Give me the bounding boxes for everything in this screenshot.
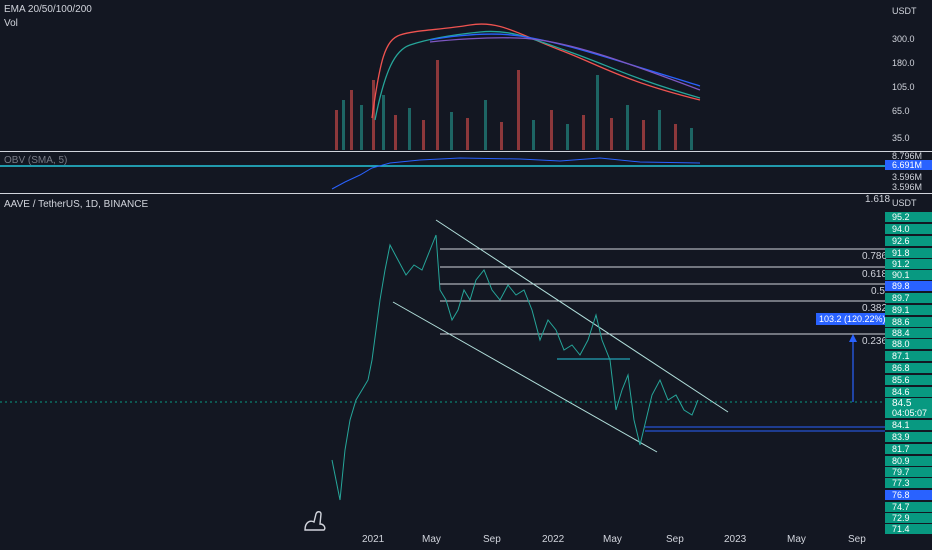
main-axis-tick: 77.3 (885, 478, 932, 488)
main-axis-tick: 88.4 (885, 328, 932, 338)
main-axis-tick: 83.9 (885, 432, 932, 442)
time-label: May (603, 534, 622, 545)
main-axis-tick: 91.8 (885, 248, 932, 258)
obv-axis-tick: 3.596M (892, 172, 923, 182)
main-axis-currency: USDT (892, 198, 917, 208)
top-axis-tick: 65.0 (892, 106, 910, 116)
time-label: May (422, 534, 441, 545)
top-axis-tick: 105.0 (892, 82, 915, 92)
top-axis-currency: USDT (892, 6, 917, 16)
time-label: Sep (483, 534, 501, 545)
countdown-badge: 04:05:07 (885, 408, 932, 418)
symbol-legend[interactable]: AAVE / TetherUS, 1D, BINANCE (4, 199, 149, 210)
time-label: 2022 (542, 534, 565, 545)
main-axis-tick: 89.7 (885, 293, 932, 303)
obv-axis-tick: 3.596M (892, 182, 923, 192)
tradingview-logo (304, 511, 326, 531)
main-axis-tick-highlight: 89.8 (885, 281, 932, 291)
time-label: 2023 (724, 534, 747, 545)
main-axis-tick: 90.1 (885, 270, 932, 280)
main-axis-tick: 88.6 (885, 317, 932, 327)
volume-bars (335, 60, 693, 150)
ema-legend[interactable]: EMA 20/50/100/200 (4, 4, 92, 15)
price-candles (331, 234, 699, 501)
time-label: 2021 (362, 534, 385, 545)
pane-separator-1[interactable] (0, 151, 932, 152)
measure-label[interactable]: 103.2 (120.22%) 103 (816, 313, 885, 325)
main-axis-tick: 72.9 (885, 513, 932, 523)
main-axis-tick: 79.7 (885, 467, 932, 477)
descending-channel (392, 219, 729, 453)
fib-label-0618[interactable]: 0.618 (862, 269, 888, 280)
time-label: Sep (666, 534, 684, 545)
main-axis-tick: 85.6 (885, 375, 932, 385)
main-axis-tick: 94.0 (885, 224, 932, 234)
main-axis-tick: 87.1 (885, 351, 932, 361)
obv-axis-badge: 6.691M (885, 160, 932, 170)
main-axis-tick: 91.2 (885, 259, 932, 269)
fib-label-0786[interactable]: 0.786 (862, 251, 888, 262)
chart-canvas[interactable] (0, 0, 885, 550)
top-price-axis[interactable]: USDT 300.0 180.0 105.0 65.0 35.0 (885, 0, 932, 151)
main-axis-tick: 81.7 (885, 444, 932, 454)
top-axis-tick: 180.0 (892, 58, 915, 68)
measure-tool (849, 334, 857, 402)
main-axis-tick: 80.9 (885, 456, 932, 466)
main-axis-tick: 95.2 (885, 212, 932, 222)
fib-label-0382[interactable]: 0.382 (862, 303, 888, 314)
fib-label-0236[interactable]: 0.236 (862, 336, 888, 347)
obv-legend[interactable]: OBV (SMA, 5) (4, 155, 68, 166)
time-label: Sep (848, 534, 866, 545)
top-axis-tick: 35.0 (892, 133, 910, 143)
time-label: May (787, 534, 806, 545)
main-axis-tick: 88.0 (885, 339, 932, 349)
obv-line (0, 157, 885, 190)
main-axis-tick: 89.1 (885, 305, 932, 315)
main-price-axis[interactable]: USDT 95.2 94.0 92.6 91.8 91.2 90.1 89.8 … (885, 193, 932, 534)
vol-legend[interactable]: Vol (4, 18, 18, 29)
ema-lines (371, 23, 701, 121)
main-axis-tick: 84.1 (885, 420, 932, 430)
current-price-badge: 84.5 (885, 398, 932, 409)
main-axis-tick: 74.7 (885, 502, 932, 512)
pane-separator-2[interactable] (0, 193, 932, 194)
fib-label-05[interactable]: 0.5 (871, 286, 885, 297)
main-axis-tick: 71.4 (885, 524, 932, 534)
main-axis-tick: 84.6 (885, 387, 932, 397)
main-axis-tick-highlight: 76.8 (885, 490, 932, 500)
obv-axis[interactable]: 8.796M 6.691M 3.596M 3.596M (885, 151, 932, 193)
top-axis-tick: 300.0 (892, 34, 915, 44)
fib-lines (440, 248, 885, 335)
obv-axis-tick: 8.796M (892, 151, 923, 161)
main-axis-tick: 86.8 (885, 363, 932, 373)
main-axis-tick: 92.6 (885, 236, 932, 246)
fib-label-1618[interactable]: 1.618 (865, 194, 891, 205)
